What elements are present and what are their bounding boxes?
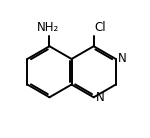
Text: NH₂: NH₂ <box>37 21 59 34</box>
Text: Cl: Cl <box>94 21 106 34</box>
Text: N: N <box>96 91 105 104</box>
Text: N: N <box>118 52 127 65</box>
